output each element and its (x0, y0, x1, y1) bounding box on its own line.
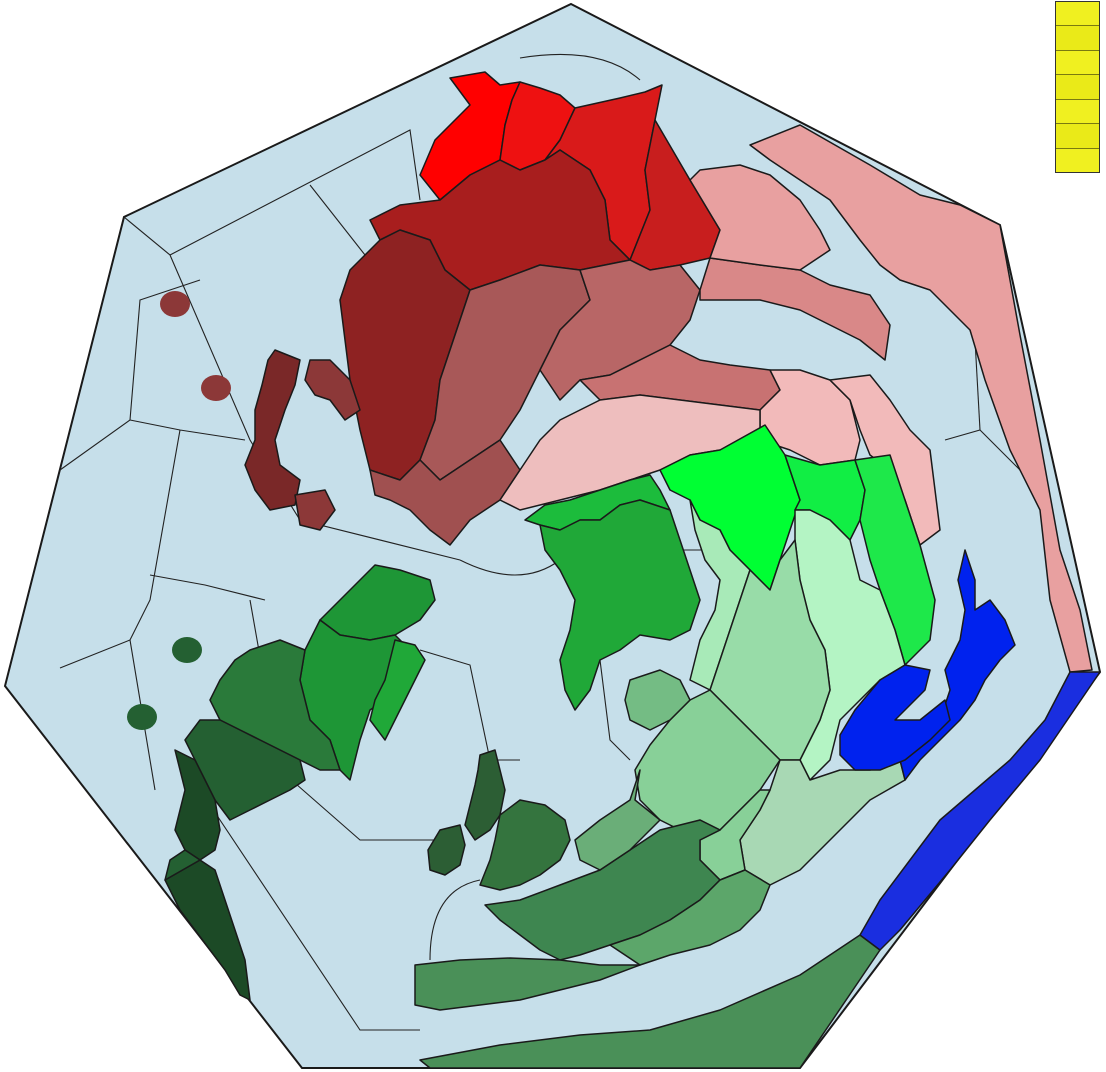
maroon-marker-1[interactable] (160, 291, 190, 317)
territory-forest-2b[interactable] (164, 849, 201, 881)
territory-sage-3[interactable] (624, 669, 691, 731)
maroon-marker-2[interactable] (201, 375, 231, 401)
legend-swatch[interactable] (1056, 26, 1099, 51)
territory-forest-7[interactable] (574, 769, 661, 871)
territory-pink-east-coast[interactable] (749, 124, 1093, 673)
green-marker-2[interactable] (127, 704, 157, 730)
territory-forest-south-coast[interactable] (419, 934, 881, 1069)
territory-island-west[interactable] (427, 824, 466, 876)
territory-maroon-inner[interactable] (294, 359, 361, 531)
legend-swatch[interactable] (1056, 2, 1099, 27)
legend-swatch[interactable] (1056, 148, 1099, 172)
territory-blue-east-coast[interactable] (859, 671, 1101, 951)
territory-blue-2[interactable] (839, 664, 951, 771)
territory-forest-3b[interactable] (164, 859, 251, 1001)
green-marker-1[interactable] (172, 637, 202, 663)
territory-island-north[interactable] (464, 749, 506, 841)
legend-swatch[interactable] (1056, 124, 1099, 149)
legend-swatch[interactable] (1056, 50, 1099, 76)
territory-island-south[interactable] (479, 799, 571, 891)
territory-green-mid-5[interactable] (369, 639, 426, 741)
territory-maroon-ring[interactable] (244, 349, 301, 511)
territory-pink-1[interactable] (689, 164, 831, 271)
territory-blue-1[interactable] (899, 549, 1016, 781)
territory-forest-6[interactable] (609, 869, 771, 966)
turn-track-legend (1055, 1, 1100, 173)
legend-swatch[interactable] (1056, 75, 1099, 100)
territories (164, 71, 1101, 1069)
territory-forest-5[interactable] (414, 957, 641, 1011)
legend-swatch[interactable] (1056, 99, 1099, 125)
map-markers (127, 291, 231, 730)
territory-green-mid-2[interactable] (539, 499, 701, 711)
